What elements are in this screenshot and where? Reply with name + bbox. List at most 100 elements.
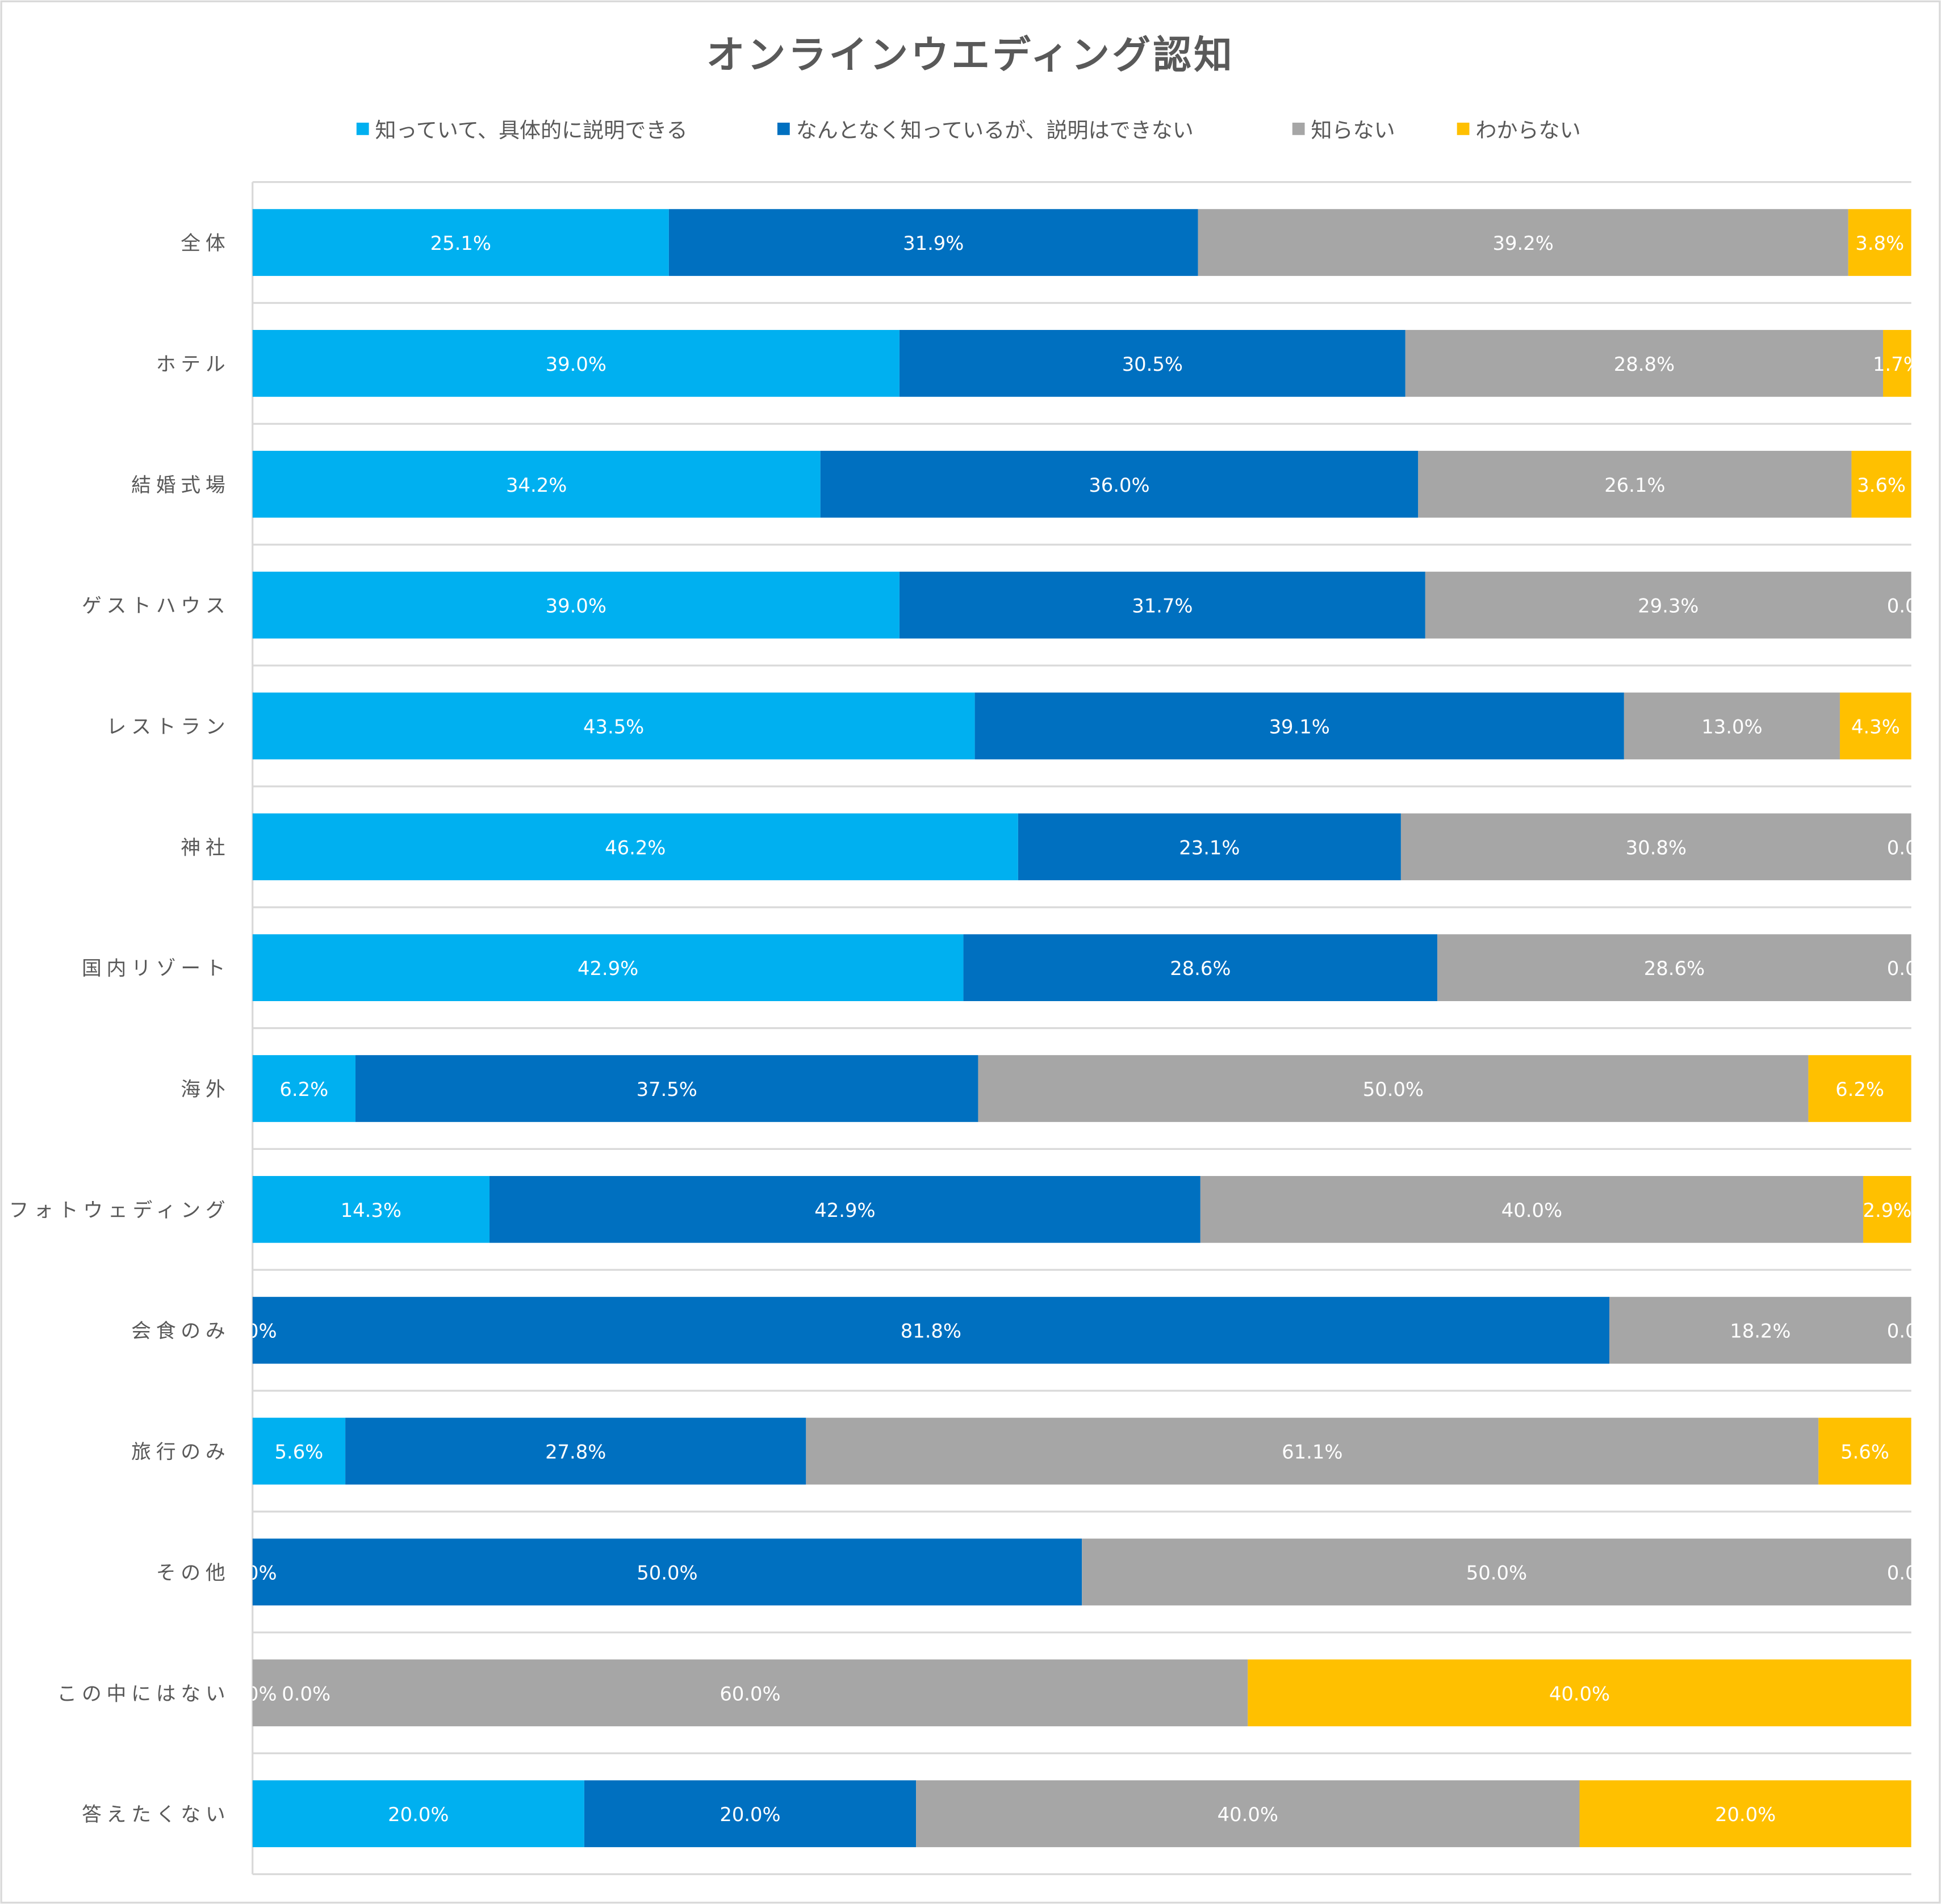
legend-swatch (777, 123, 790, 135)
bar-segment (899, 571, 1425, 639)
bar-segment (489, 1175, 1200, 1243)
bar-segment (584, 1780, 917, 1847)
data-label: 46.2% (605, 836, 666, 859)
data-label: 6.2% (1835, 1078, 1884, 1100)
data-label: 28.6% (1644, 957, 1705, 980)
category-label: レストラン (107, 716, 231, 739)
bar-segment (899, 330, 1405, 397)
bar-segment (1200, 1175, 1864, 1243)
category-label: この中にはない (57, 1683, 230, 1705)
data-label: 2.9% (1863, 1199, 1911, 1221)
bar-segment (1848, 209, 1911, 276)
data-label: 30.8% (1626, 836, 1687, 859)
bar-segment (252, 571, 900, 639)
data-label: 0.0% (228, 1683, 277, 1705)
legend-label: 知らない (1311, 118, 1395, 143)
data-label: 37.5% (637, 1078, 697, 1100)
bar-segment (1863, 1175, 1911, 1243)
data-label: 81.8% (901, 1320, 961, 1342)
data-label: 0.0% (282, 1683, 331, 1705)
bar-segment (252, 450, 821, 518)
data-label: 20.0% (719, 1803, 780, 1826)
category-axis: 全体ホテル結婚式場ゲストハウスレストラン神社国内リゾート海外フォトウェディング会… (9, 232, 231, 1826)
bar-segment (1425, 571, 1911, 639)
bar-segment (1808, 1055, 1911, 1122)
category-label: 海外 (181, 1078, 230, 1101)
category-label: 全体 (181, 232, 230, 255)
category-label: 答えたくない (82, 1803, 230, 1826)
data-label: 40.0% (1218, 1803, 1278, 1826)
bar-segment (252, 330, 900, 397)
data-label: 0.0% (1887, 836, 1936, 859)
data-label: 28.6% (1170, 957, 1231, 980)
data-label: 1.7% (1873, 353, 1922, 375)
data-label: 20.0% (388, 1803, 449, 1826)
legend-label: 知っていて、具体的に説明できる (375, 118, 687, 143)
data-label: 25.1% (430, 232, 491, 254)
bar-segment (1851, 450, 1911, 518)
data-label: 3.6% (1857, 474, 1906, 496)
data-label: 39.0% (546, 595, 606, 617)
category-label: その他 (156, 1562, 231, 1584)
bar-segment (252, 1538, 1082, 1606)
bar-segment (1418, 450, 1852, 518)
bar-segment (252, 1417, 346, 1485)
bar-segment (252, 209, 669, 276)
data-label: 40.0% (1501, 1199, 1562, 1221)
category-label: 神社 (181, 836, 230, 859)
data-label: 34.2% (506, 474, 567, 496)
category-label: ゲストハウス (82, 595, 230, 618)
category-label: 国内リゾート (82, 957, 230, 980)
bar-segment (1883, 330, 1911, 397)
bar-segment (252, 934, 964, 1001)
category-label: 結婚式場 (131, 474, 230, 497)
bar-segment (1018, 813, 1401, 881)
data-label: 3.8% (1855, 232, 1904, 254)
data-label: 13.0% (1701, 716, 1762, 738)
data-label: 4.3% (1851, 716, 1900, 738)
data-label: 60.0% (719, 1683, 780, 1705)
data-label: 39.2% (1493, 232, 1554, 254)
bar-segment (1624, 692, 1840, 760)
bar-segment (345, 1417, 806, 1485)
data-label: 26.1% (1604, 474, 1665, 496)
bar-segment (916, 1780, 1580, 1847)
data-label: 28.8% (1614, 353, 1675, 375)
bar-segment (1082, 1538, 1911, 1606)
data-label: 31.9% (903, 232, 964, 254)
bar-segment (252, 692, 975, 760)
data-label: 5.6% (274, 1441, 323, 1463)
bar-segment (1437, 934, 1911, 1001)
data-label: 30.5% (1122, 353, 1183, 375)
data-label: 27.8% (545, 1441, 606, 1463)
bar-segment (963, 934, 1438, 1001)
data-label: 0.0% (1887, 595, 1936, 617)
data-label: 0.0% (1887, 957, 1936, 980)
bar-segment (252, 813, 1018, 881)
bar-segment (252, 1296, 1610, 1364)
data-label: 36.0% (1089, 474, 1149, 496)
legend-label: なんとなく知っているが、説明はできない (796, 118, 1194, 143)
legend-swatch (1292, 123, 1305, 135)
legend-swatch (356, 123, 369, 135)
bar-segment (252, 1175, 490, 1243)
data-label: 50.0% (1466, 1562, 1527, 1584)
legend-label: わからない (1475, 118, 1580, 143)
legend-swatch (1457, 123, 1470, 135)
bar-segment (820, 450, 1419, 518)
data-label: 43.5% (583, 716, 644, 738)
data-label: 20.0% (1715, 1803, 1776, 1826)
category-label: 会食のみ (131, 1320, 230, 1343)
data-label: 14.3% (341, 1199, 401, 1221)
bar-segment (1248, 1659, 1911, 1727)
category-label: ホテル (156, 353, 231, 376)
data-label: 18.2% (1730, 1320, 1791, 1342)
data-label: 29.3% (1638, 595, 1699, 617)
chart-title: オンラインウエディング認知 (706, 32, 1235, 77)
legend: 知っていて、具体的に説明できる なんとなく知っているが、説明はできない 知らない わか… (356, 118, 1581, 143)
bar-segment (1405, 330, 1884, 397)
bar-segment (806, 1417, 1819, 1485)
data-label: 0.0% (1887, 1320, 1936, 1342)
data-label: 50.0% (637, 1562, 697, 1584)
